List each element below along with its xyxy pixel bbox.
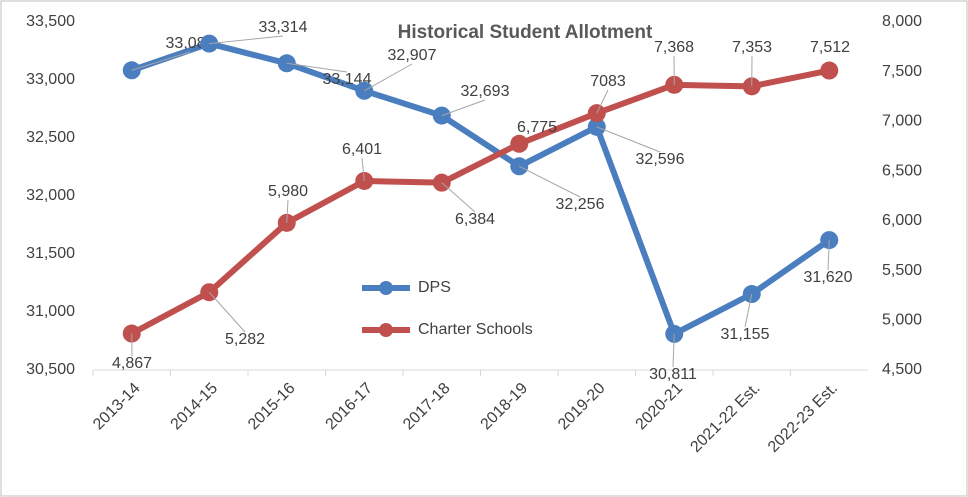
y-tick-label: 30,500	[26, 361, 75, 378]
y2-tick-label: 5,000	[882, 312, 922, 329]
point	[510, 134, 529, 153]
leader-line	[364, 63, 413, 92]
data-label: 32,907	[388, 47, 437, 64]
y2-tick-label: 6,000	[882, 212, 922, 229]
chart-title: Historical Student Allotment	[398, 22, 653, 43]
legend-label: Charter Schools	[418, 321, 533, 338]
leader-line	[827, 240, 830, 271]
leader-line	[286, 62, 348, 73]
data-label: 7083	[590, 73, 626, 90]
data-label: 7,368	[654, 39, 694, 56]
y2-tick-label: 5,500	[882, 262, 922, 279]
leader-line	[209, 35, 284, 45]
data-label: 6,384	[455, 211, 495, 228]
y2-tick-label: 8,000	[882, 13, 922, 30]
leader-line	[596, 89, 609, 114]
data-label: 5,282	[225, 331, 265, 348]
y2-tick-label: 7,500	[882, 63, 922, 80]
y-tick-label: 33,500	[26, 13, 75, 30]
data-label: 7,512	[810, 39, 850, 56]
leader-line	[286, 199, 289, 223]
leader-line	[441, 99, 486, 117]
leader-line	[441, 182, 476, 213]
data-label: 32,256	[556, 196, 605, 213]
data-label: 6,401	[342, 141, 382, 158]
data-label: 31,620	[804, 269, 853, 286]
data-label: 31,155	[721, 326, 770, 343]
y2-tick-label: 4,500	[882, 361, 922, 378]
data-label: 5,980	[268, 183, 308, 200]
leader-line	[208, 291, 246, 333]
legend-label: DPS	[418, 279, 451, 296]
leader-line	[672, 333, 675, 368]
y-tick-label: 31,500	[26, 245, 75, 262]
legend-marker	[379, 323, 393, 337]
series-line	[130, 67, 830, 337]
legend-marker	[379, 281, 393, 295]
y-tick-label: 31,000	[26, 303, 75, 320]
leader-line	[596, 126, 661, 153]
data-label: 4,867	[112, 355, 152, 372]
data-label: 33,314	[259, 19, 308, 36]
leader-line	[361, 157, 365, 182]
series-line	[130, 40, 831, 337]
y2-tick-label: 6,500	[882, 162, 922, 179]
data-label: 6,775	[517, 119, 557, 136]
y-tick-label: 32,000	[26, 187, 75, 204]
leader-line	[131, 51, 191, 71]
leader-line	[519, 165, 581, 198]
y2-tick-label: 7,000	[882, 113, 922, 130]
data-label: 30,811	[649, 366, 697, 383]
point	[820, 61, 839, 80]
data-label: 7,353	[732, 39, 772, 56]
y-tick-label: 32,500	[26, 129, 75, 146]
data-label: 32,693	[461, 83, 510, 100]
y-tick-label: 33,000	[26, 71, 75, 88]
data-label: 32,596	[636, 151, 685, 168]
leader-line	[744, 293, 753, 328]
